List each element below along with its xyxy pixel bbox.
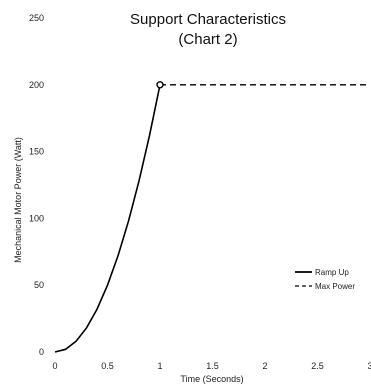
- y-tick-label-4: 200: [29, 80, 44, 90]
- series-line-ramp-up: [54, 84, 161, 353]
- x-tick-label-5: 2.5: [311, 361, 324, 371]
- legend: Ramp Up Max Power: [295, 268, 355, 291]
- x-tick-label-1: 0.5: [101, 361, 114, 371]
- transition-marker: [156, 81, 164, 89]
- x-tick-label-3: 1.5: [206, 361, 219, 371]
- chart-subtitle: (Chart 2): [178, 31, 237, 48]
- y-tick-label-2: 100: [29, 213, 44, 223]
- y-tick-label-3: 150: [29, 147, 44, 157]
- x-tick-label-4: 2: [262, 361, 267, 371]
- plot-area: 0 50 100 150 200 250 0 0.5 1 1.5 2 2.5 3: [29, 13, 371, 371]
- y-axis-label: Mechanical Motor Power (Watt): [13, 137, 23, 263]
- x-tick-label-0: 0: [52, 361, 57, 371]
- y-tick-label-1: 50: [34, 280, 44, 290]
- y-tick-label-0: 0: [39, 347, 44, 357]
- x-axis-label: Time (Seconds): [180, 374, 243, 384]
- x-tick-label-2: 1: [157, 361, 162, 371]
- chart-title: Support Characteristics: [130, 11, 286, 28]
- legend-label-0: Ramp Up: [315, 268, 349, 277]
- x-tick-label-6: 3: [367, 361, 371, 371]
- legend-label-1: Max Power: [315, 282, 355, 291]
- y-tick-label-5: 250: [29, 13, 44, 23]
